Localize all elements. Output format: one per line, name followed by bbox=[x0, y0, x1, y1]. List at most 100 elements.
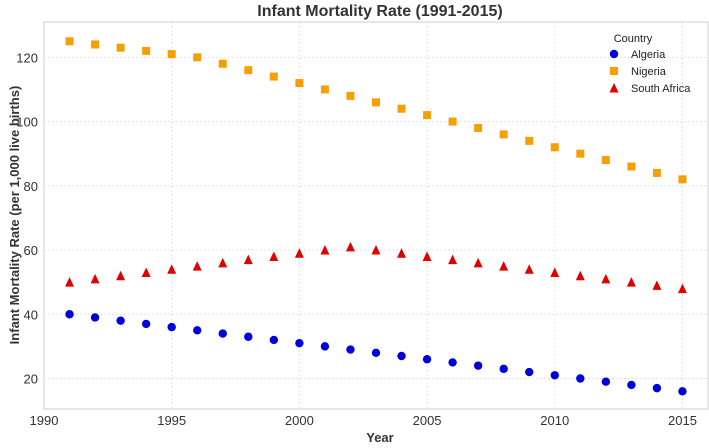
nigeria-point bbox=[142, 46, 151, 55]
nigeria-point bbox=[397, 104, 406, 113]
nigeria-point bbox=[193, 53, 202, 62]
algeria-point bbox=[473, 361, 483, 370]
nigeria-point bbox=[627, 162, 636, 171]
y-tick-label: 40 bbox=[24, 307, 38, 322]
nigeria-point bbox=[346, 91, 355, 100]
south-africa-point bbox=[65, 277, 75, 287]
algeria-point bbox=[576, 374, 585, 383]
algeria-point bbox=[652, 383, 662, 393]
nigeria-point bbox=[525, 136, 534, 145]
nigeria-point bbox=[601, 156, 610, 165]
algeria-point bbox=[320, 342, 330, 351]
x-tick-label: 2010 bbox=[540, 413, 569, 428]
y-tick-label: 60 bbox=[24, 243, 38, 258]
x-tick-label: 2000 bbox=[285, 413, 314, 428]
nigeria-point bbox=[320, 85, 329, 94]
legend-marker-nigeria bbox=[610, 67, 618, 75]
nigeria-point bbox=[116, 43, 125, 52]
algeria-point bbox=[601, 377, 611, 386]
south-africa-point bbox=[167, 264, 177, 274]
nigeria-point bbox=[269, 72, 278, 81]
south-africa-point bbox=[269, 251, 279, 261]
x-axis-label: Year bbox=[366, 430, 393, 445]
south-africa-point bbox=[218, 257, 228, 268]
south-africa-point bbox=[90, 273, 100, 284]
legend-items: Algeria Nigeria South Africa bbox=[609, 49, 691, 95]
nigeria-point bbox=[218, 59, 227, 68]
south-africa-point bbox=[652, 280, 662, 290]
nigeria-point bbox=[499, 130, 508, 139]
algeria-point bbox=[678, 387, 687, 396]
nigeria-point bbox=[65, 37, 74, 46]
south-africa-point bbox=[499, 261, 509, 271]
south-africa-point bbox=[448, 254, 458, 265]
algeria-point bbox=[550, 371, 559, 380]
y-axis-label: Infant Mortality Rate (per 1,000 live bi… bbox=[7, 86, 22, 345]
chart-title: Infant Mortality Rate (1991-2015) bbox=[257, 3, 502, 20]
algeria-point bbox=[499, 364, 508, 374]
nigeria-point bbox=[652, 168, 661, 177]
south-africa-point bbox=[192, 261, 202, 271]
y-tick-label: 100 bbox=[16, 115, 38, 130]
x-tick-label: 2005 bbox=[413, 413, 442, 428]
nigeria-point bbox=[91, 40, 100, 49]
nigeria-point bbox=[423, 111, 432, 120]
south-africa-point bbox=[141, 267, 151, 278]
south-africa-point bbox=[422, 251, 432, 261]
algeria-point bbox=[397, 351, 406, 361]
nigeria-point bbox=[576, 149, 585, 158]
algeria-point bbox=[422, 355, 432, 364]
legend-label-nigeria: Nigeria bbox=[631, 66, 667, 78]
south-africa-point bbox=[294, 248, 304, 258]
algeria-point bbox=[627, 380, 636, 390]
south-africa-point bbox=[550, 267, 560, 278]
algeria-point bbox=[448, 358, 457, 367]
nigeria-point bbox=[167, 50, 176, 59]
algeria-point bbox=[218, 329, 227, 338]
nigeria-point bbox=[295, 79, 304, 88]
algeria-point bbox=[295, 338, 304, 348]
data-points bbox=[65, 37, 687, 396]
algeria-point bbox=[269, 335, 279, 345]
algeria-point bbox=[371, 348, 381, 357]
algeria-point bbox=[193, 326, 202, 335]
nigeria-point bbox=[474, 123, 483, 132]
south-africa-point bbox=[626, 277, 636, 287]
x-tick-label: 2015 bbox=[668, 413, 697, 428]
algeria-point bbox=[141, 319, 151, 329]
legend: Country Algeria Nigeria South Africa bbox=[609, 33, 691, 95]
algeria-point bbox=[346, 345, 355, 354]
legend-marker-south-africa bbox=[609, 83, 619, 93]
axis-ticks: 1990 1995 2000 2005 2010 2015 20 40 60 80 100 120 bbox=[16, 50, 697, 428]
south-africa-point bbox=[397, 248, 407, 258]
algeria-point bbox=[65, 310, 74, 319]
south-africa-point bbox=[371, 245, 381, 255]
legend-title: Country bbox=[614, 33, 653, 45]
algeria-point bbox=[525, 367, 534, 377]
algeria-point bbox=[167, 322, 176, 332]
south-africa-point bbox=[575, 270, 585, 281]
x-tick-label: 1990 bbox=[30, 413, 59, 428]
y-tick-label: 80 bbox=[24, 179, 38, 194]
south-africa-point bbox=[345, 241, 355, 252]
legend-label-algeria: Algeria bbox=[631, 49, 666, 61]
nigeria-point bbox=[448, 117, 457, 126]
south-africa-point bbox=[677, 283, 687, 294]
south-africa-point bbox=[243, 254, 253, 265]
x-tick-label: 1995 bbox=[157, 413, 186, 428]
nigeria-point bbox=[372, 98, 380, 107]
plot-frame bbox=[43, 21, 709, 410]
nigeria-point bbox=[550, 143, 559, 152]
algeria-point bbox=[244, 332, 253, 341]
south-africa-point bbox=[601, 273, 611, 284]
y-tick-label: 120 bbox=[16, 50, 38, 65]
nigeria-point bbox=[678, 175, 687, 184]
algeria-point bbox=[116, 316, 125, 325]
y-tick-label: 20 bbox=[24, 371, 38, 386]
south-africa-point bbox=[116, 270, 126, 281]
legend-marker-algeria bbox=[609, 49, 619, 59]
south-africa-point bbox=[473, 257, 483, 268]
legend-label-south-africa: South Africa bbox=[631, 83, 691, 95]
